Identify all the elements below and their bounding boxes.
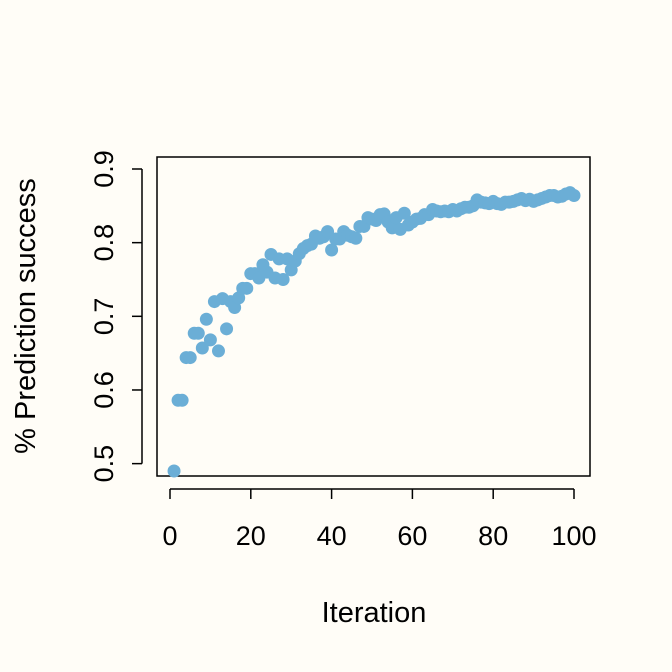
data-point xyxy=(199,312,213,326)
data-point xyxy=(220,322,234,336)
data-point xyxy=(325,243,339,257)
data-point xyxy=(349,231,363,245)
x-tick-label: 60 xyxy=(397,521,427,551)
x-axis: 0 20 40 60 80 100 xyxy=(162,488,597,551)
x-tick-label: 80 xyxy=(478,521,508,551)
y-tick-label: 0.5 xyxy=(89,445,119,483)
x-tick-label: 0 xyxy=(162,521,177,551)
y-tick-label: 0.7 xyxy=(89,298,119,336)
data-point xyxy=(203,333,217,347)
data-point xyxy=(276,272,290,286)
data-point xyxy=(195,341,209,355)
y-tick-label: 0.6 xyxy=(89,371,119,409)
data-points xyxy=(167,186,581,478)
y-tick-label: 0.9 xyxy=(89,150,119,188)
x-axis-label: Iteration xyxy=(322,597,427,629)
x-tick-label: 20 xyxy=(236,521,266,551)
data-point xyxy=(183,351,197,365)
data-point xyxy=(567,189,581,203)
data-point xyxy=(211,344,225,358)
data-point xyxy=(397,206,411,220)
y-axis: 0.5 0.6 0.7 0.8 0.9 xyxy=(89,150,143,483)
plot-box xyxy=(156,156,591,477)
y-axis-label: % Prediction success xyxy=(10,178,42,454)
x-tick-label: 100 xyxy=(551,521,596,551)
x-tick-label: 40 xyxy=(317,521,347,551)
data-point xyxy=(191,326,205,340)
data-point xyxy=(167,464,181,478)
y-tick-label: 0.8 xyxy=(89,224,119,262)
data-point xyxy=(175,393,189,407)
data-point xyxy=(240,281,254,295)
